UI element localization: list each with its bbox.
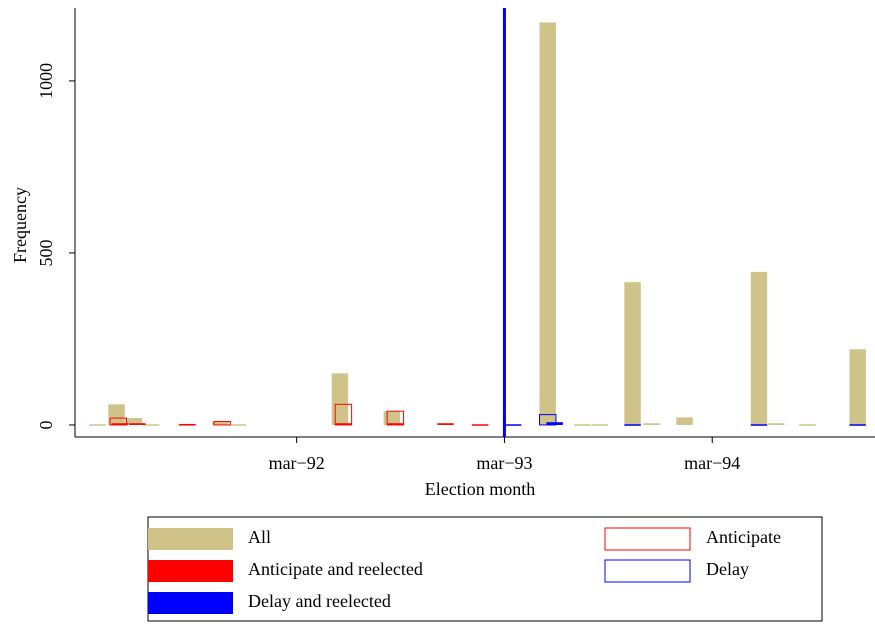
bar — [212, 421, 229, 425]
bar — [849, 349, 866, 425]
bar — [643, 423, 660, 425]
bar — [386, 410, 405, 426]
bar — [142, 424, 160, 426]
bar — [546, 422, 563, 425]
y-tick-label: 1000 — [36, 63, 56, 99]
bar — [387, 423, 404, 425]
bar — [539, 414, 557, 426]
legend-swatch — [148, 592, 233, 614]
x-tick-label: mar−93 — [476, 453, 532, 473]
bar — [179, 423, 196, 426]
y-tick-label: 500 — [36, 239, 56, 266]
bar — [331, 373, 349, 425]
bar — [768, 423, 785, 425]
bar — [335, 423, 352, 425]
bar — [383, 411, 401, 425]
bar — [109, 417, 128, 426]
bar — [799, 424, 816, 426]
bar — [591, 424, 608, 426]
y-tick-label: 0 — [36, 420, 56, 429]
legend-label: All — [248, 527, 271, 547]
bar — [334, 403, 353, 426]
bar — [213, 421, 231, 426]
bar — [849, 424, 866, 426]
x-tick-label: mar−92 — [269, 453, 325, 473]
bar — [471, 424, 489, 426]
bar — [504, 424, 522, 426]
bar — [750, 271, 768, 425]
bar — [111, 423, 129, 425]
bar — [750, 424, 768, 426]
bar — [229, 424, 246, 426]
bar — [539, 22, 556, 425]
bar — [676, 417, 693, 425]
bar — [89, 424, 106, 426]
bar — [574, 424, 591, 426]
legend-label: Delay — [706, 559, 749, 579]
bar — [108, 404, 125, 425]
legend-swatch — [148, 528, 233, 550]
y-axis-label: Frequency — [10, 187, 30, 263]
bar — [125, 418, 143, 425]
x-axis-label: Election month — [425, 479, 535, 499]
legend-label: Delay and reelected — [248, 591, 391, 611]
legend-swatch — [148, 560, 233, 582]
bar — [624, 424, 641, 426]
bar — [624, 282, 641, 425]
bar — [129, 423, 146, 425]
legend-label: Anticipate and reelected — [248, 559, 423, 579]
legend-label: Anticipate — [706, 527, 781, 547]
legend-swatch — [604, 559, 691, 583]
x-tick-label: mar−94 — [684, 453, 740, 473]
legend-swatch — [604, 527, 691, 551]
bar — [437, 423, 454, 425]
